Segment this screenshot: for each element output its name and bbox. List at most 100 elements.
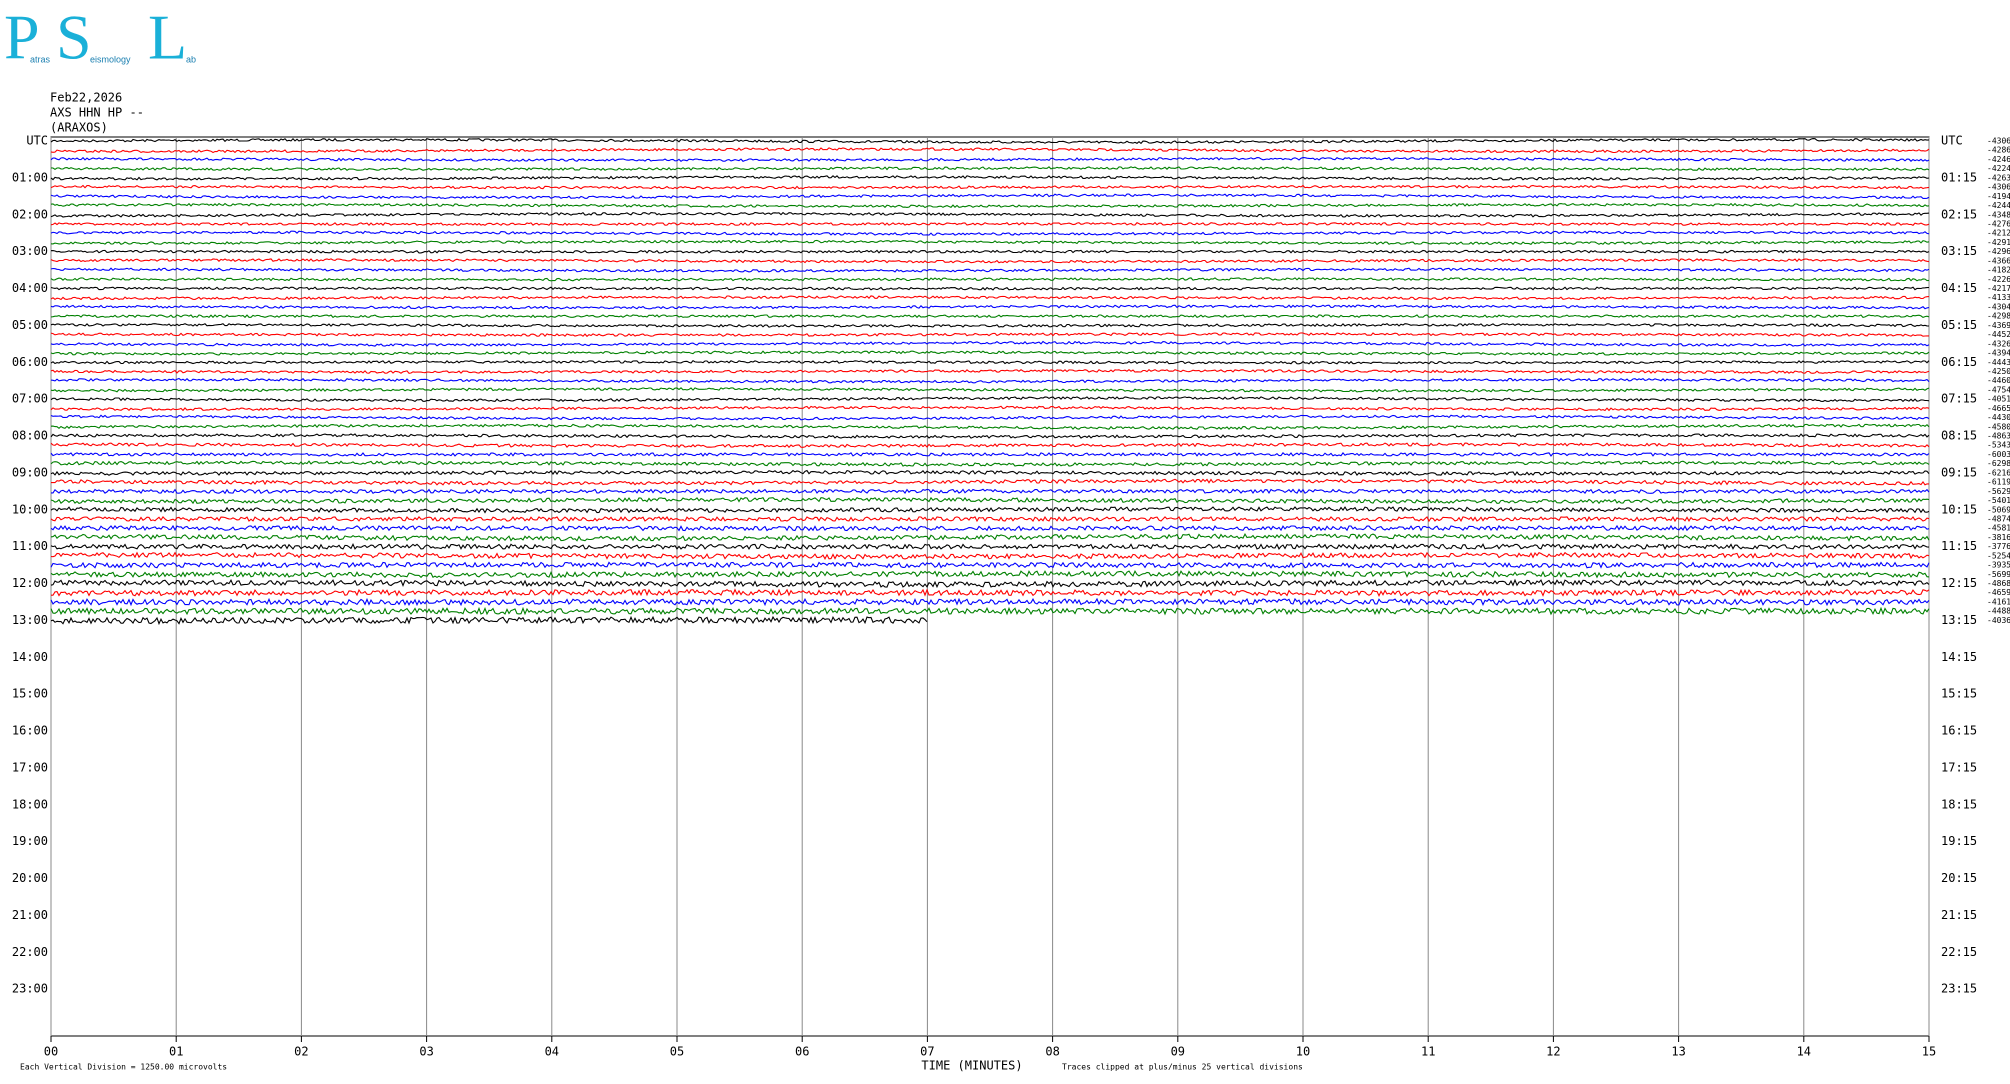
left-hour-label: 11:00 <box>12 539 48 553</box>
trace <box>50 460 1930 467</box>
right-hour-label: 14:15 <box>1941 650 1977 664</box>
x-tick-label: 14 <box>1797 1045 1811 1059</box>
right-hour-label: 06:15 <box>1941 355 1977 369</box>
trace-label: -6298 <box>1987 459 2010 468</box>
left-hour-label: 16:00 <box>12 724 48 738</box>
trace-label: -5401 <box>1987 496 2010 505</box>
trace <box>50 211 1930 218</box>
trace <box>50 202 1930 209</box>
right-hour-label: 03:15 <box>1941 244 1977 258</box>
trace <box>50 359 1930 365</box>
trace <box>50 396 1930 403</box>
right-hour-label: 01:15 <box>1941 170 1977 184</box>
trace <box>50 377 1930 384</box>
right-hour-label: 21:15 <box>1941 908 1977 922</box>
left-hour-label: 21:00 <box>12 908 48 922</box>
x-tick-label: 08 <box>1045 1045 1059 1059</box>
trace-label: -4868 <box>1987 579 2010 588</box>
left-hour-label: 07:00 <box>12 392 48 406</box>
trace <box>50 615 928 626</box>
x-tick-label: 06 <box>795 1045 809 1059</box>
trace <box>50 350 1930 356</box>
trace <box>50 239 1930 246</box>
trace-label: -5069 <box>1987 505 2010 514</box>
trace-label: -4217 <box>1987 284 2010 293</box>
trace-label: -3935 <box>1987 561 2010 570</box>
right-hour-label: 22:15 <box>1941 945 1977 959</box>
trace-label: -4298 <box>1987 312 2010 321</box>
trace-label: -4665 <box>1987 404 2010 413</box>
trace <box>50 423 1930 430</box>
trace-label: -4291 <box>1987 238 2010 247</box>
x-tick-label: 11 <box>1421 1045 1435 1059</box>
right-hour-label: 10:15 <box>1941 502 1977 516</box>
trace <box>50 569 1930 579</box>
trace-label: -4488 <box>1987 607 2010 616</box>
right-hour-label: 19:15 <box>1941 834 1977 848</box>
trace-label: -4863 <box>1987 432 2010 441</box>
plot-frame <box>50 136 1930 1037</box>
right-hour-label: 20:15 <box>1941 871 1977 885</box>
trace-label: -3776 <box>1987 542 2010 551</box>
left-hour-label: 15:00 <box>12 687 48 701</box>
trace-label: -6216 <box>1987 468 2010 477</box>
x-tick-label: 10 <box>1296 1045 1310 1059</box>
trace-label: -4246 <box>1987 155 2010 164</box>
trace-label: -4754 <box>1987 385 2010 394</box>
trace <box>50 532 1930 542</box>
trace <box>50 524 1930 532</box>
logo-text: atras <box>30 54 51 64</box>
trace <box>50 469 1930 477</box>
trace <box>50 156 1930 163</box>
right-hour-label: UTC <box>1941 134 1963 148</box>
trace-label: -4036 <box>1987 616 2010 625</box>
left-hour-label: 06:00 <box>12 355 48 369</box>
footer-right: Traces clipped at plus/minus 25 vertical… <box>1062 1063 1303 1072</box>
trace <box>50 322 1930 328</box>
trace-label: -4182 <box>1987 266 2010 275</box>
trace <box>50 267 1930 273</box>
right-hour-label: 13:15 <box>1941 613 1977 627</box>
trace-label: -4659 <box>1987 588 2010 597</box>
trace-label: -4460 <box>1987 376 2010 385</box>
trace-label: -4581 <box>1987 524 2010 533</box>
trace <box>51 488 1930 495</box>
trace <box>50 277 1930 282</box>
left-hour-label: 20:00 <box>12 871 48 885</box>
left-hour-label: 18:00 <box>12 797 48 811</box>
trace <box>50 551 1930 560</box>
trace <box>50 414 1930 421</box>
trace <box>50 332 1929 338</box>
logo-l: L <box>148 2 187 73</box>
right-hour-label: 04:15 <box>1941 281 1977 295</box>
right-hour-label: 23:15 <box>1941 982 1977 996</box>
trace <box>50 451 1930 457</box>
trace <box>50 606 1930 616</box>
left-hour-label: 17:00 <box>12 760 48 774</box>
trace-label: -3816 <box>1987 533 2010 542</box>
right-hour-label: 09:15 <box>1941 465 1977 479</box>
logo-p: P <box>4 2 40 73</box>
trace <box>50 295 1930 301</box>
right-hour-label: 16:15 <box>1941 724 1977 738</box>
trace-label: -4296 <box>1987 247 2010 256</box>
x-tick-label: 04 <box>545 1045 559 1059</box>
logo-s: S <box>56 2 92 73</box>
x-tick-label: 12 <box>1546 1045 1560 1059</box>
x-tick-label: 13 <box>1671 1045 1685 1059</box>
x-tick-label: 09 <box>1171 1045 1185 1059</box>
trace-label: -5343 <box>1987 441 2010 450</box>
trace-label: -6119 <box>1987 478 2010 487</box>
trace <box>50 193 1930 200</box>
x-tick-label: 01 <box>169 1045 183 1059</box>
trace <box>50 578 1930 589</box>
footer-left: Each Vertical Division = 1250.00 microvo… <box>20 1063 227 1072</box>
trace-label: -4133 <box>1987 293 2010 302</box>
right-hour-label: 08:15 <box>1941 429 1977 443</box>
right-hour-label: 15:15 <box>1941 687 1977 701</box>
trace <box>50 496 1930 505</box>
right-hour-label: 12:15 <box>1941 576 1977 590</box>
trace-label: -4276 <box>1987 219 2010 228</box>
logo-text: ab <box>186 54 196 64</box>
trace-label: -4326 <box>1987 339 2010 348</box>
